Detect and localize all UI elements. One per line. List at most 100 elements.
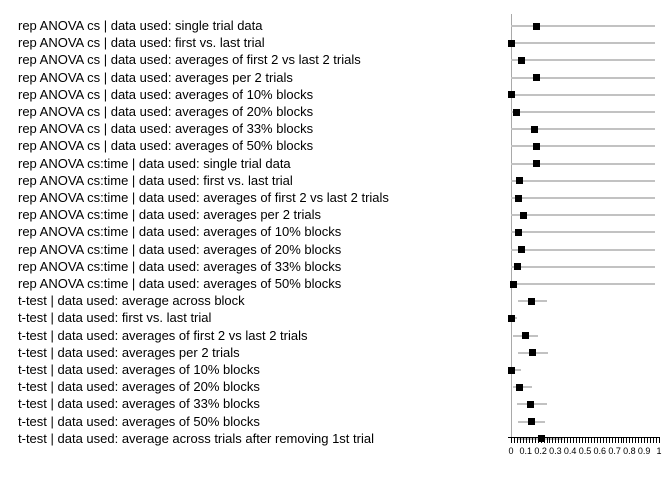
- x-axis-minor-tick: [555, 438, 557, 443]
- data-point-marker: [532, 160, 540, 168]
- range-line: [511, 214, 655, 217]
- row-label: rep ANOVA cs:time | data used: averages …: [18, 224, 342, 240]
- row-label: t-test | data used: averages of 10% bloc…: [18, 362, 260, 377]
- data-point-marker: [507, 314, 515, 322]
- data-point-marker: [532, 22, 540, 30]
- data-point-marker: [514, 228, 522, 236]
- row-label: rep ANOVA cs | data used: first vs. last…: [18, 35, 265, 51]
- x-axis-minor-tick: [635, 438, 637, 443]
- x-axis-minor-tick: [531, 438, 533, 443]
- y-axis-line: [511, 14, 512, 437]
- x-tick-label: 0: [508, 446, 514, 456]
- x-axis-minor-tick: [611, 438, 613, 443]
- x-tick-label: 1: [656, 446, 662, 456]
- range-line: [511, 162, 655, 165]
- row-label: rep ANOVA cs | data used: averages of 20…: [18, 104, 314, 119]
- row-label: rep ANOVA cs | data used: averages of 33…: [18, 121, 314, 137]
- data-point-marker: [507, 39, 515, 47]
- row-label: rep ANOVA cs:time | data used: averages …: [18, 241, 342, 257]
- x-axis-minor-tick: [579, 438, 581, 443]
- x-axis-minor-tick: [617, 438, 619, 443]
- x-axis-minor-tick: [534, 438, 536, 443]
- x-axis-minor-tick: [641, 438, 643, 443]
- row-label: rep ANOVA cs | data used: averages of fi…: [18, 52, 361, 68]
- range-line: [511, 59, 655, 62]
- x-axis-minor-tick: [650, 438, 652, 443]
- x-axis-minor-tick: [552, 438, 554, 443]
- x-axis-minor-tick: [587, 438, 589, 443]
- row-label: rep ANOVA cs | data used: averages of 50…: [18, 138, 314, 154]
- x-axis-minor-tick: [525, 438, 527, 443]
- x-axis-minor-tick: [602, 438, 604, 443]
- range-line: [511, 128, 655, 131]
- row-label: rep ANOVA cs:time | data used: single tr…: [18, 155, 291, 171]
- x-axis-minor-tick: [564, 438, 566, 443]
- x-axis-minor-tick: [573, 438, 575, 443]
- row-label: t-test | data used: averages of first 2 …: [18, 327, 308, 343]
- data-point-marker: [513, 108, 521, 116]
- x-axis-minor-tick: [576, 438, 578, 443]
- range-line: [511, 231, 655, 234]
- x-axis-minor-tick: [582, 438, 584, 443]
- range-line: [511, 145, 655, 148]
- data-point-marker: [516, 383, 524, 391]
- x-axis-minor-tick: [647, 438, 649, 443]
- data-point-marker: [507, 91, 515, 99]
- x-axis-minor-tick: [605, 438, 607, 443]
- x-tick-label: 0.4: [563, 446, 577, 456]
- x-tick-label: 0.8: [623, 446, 636, 456]
- range-line: [511, 25, 655, 27]
- row-label: rep ANOVA cs:time | data used: first vs.…: [18, 172, 293, 188]
- x-tick-label: 0.7: [608, 446, 621, 456]
- x-tick-label: 0.5: [578, 446, 592, 456]
- range-line: [511, 42, 655, 45]
- x-axis-minor-tick: [656, 438, 658, 443]
- range-line: [511, 283, 655, 285]
- x-axis-minor-tick: [519, 438, 521, 443]
- x-tick-label: 0.3: [549, 446, 562, 456]
- x-axis-minor-tick: [632, 438, 634, 443]
- row-label: t-test | data used: averages of 33% bloc…: [18, 396, 260, 412]
- x-axis-minor-tick: [522, 438, 524, 443]
- x-axis-minor-tick: [516, 438, 518, 443]
- x-axis-minor-tick: [629, 438, 631, 443]
- plot-area: 0 0.1 0.2 0.3 0.4 0.5 0.6 0.7 0.8 0.9 1: [507, 0, 662, 480]
- data-point-marker: [508, 366, 516, 374]
- x-axis-line: [508, 437, 660, 438]
- data-point-marker: [521, 332, 529, 340]
- x-axis-minor-tick: [558, 438, 560, 443]
- x-axis-minor-tick: [511, 438, 512, 443]
- x-axis-minor-tick: [570, 438, 572, 443]
- row-label: t-test | data used: average across trial…: [18, 430, 374, 446]
- x-axis-minor-tick: [653, 438, 655, 443]
- row-label: rep ANOVA cs:time | data used: averages …: [18, 190, 389, 205]
- x-axis-minor-tick: [528, 438, 530, 443]
- x-axis-minor-tick: [546, 438, 548, 443]
- x-axis-minor-tick: [626, 438, 628, 443]
- row-label: t-test | data used: averages of 50% bloc…: [18, 413, 260, 429]
- x-axis-minor-tick: [549, 438, 551, 443]
- x-axis-minor-tick: [567, 438, 569, 443]
- x-axis-minor-tick: [644, 438, 646, 443]
- data-point-marker: [527, 400, 535, 408]
- data-point-marker: [532, 74, 540, 82]
- data-point-marker: [520, 211, 528, 219]
- data-point-marker: [528, 349, 536, 357]
- data-point-marker: [528, 418, 536, 426]
- row-label: rep ANOVA cs:time | data used: averages …: [18, 258, 342, 274]
- range-line: [511, 265, 655, 268]
- row-label: rep ANOVA cs | data used: averages of 10…: [18, 86, 314, 102]
- x-tick-label: 0.9: [637, 446, 651, 456]
- x-axis-minor-tick: [561, 438, 563, 443]
- row-label: rep ANOVA cs:time | data used: averages …: [18, 276, 342, 291]
- range-line: [511, 76, 655, 79]
- x-axis-minor-tick: [513, 438, 515, 443]
- row-label: t-test | data used: first vs. last trial: [18, 310, 212, 326]
- x-axis-minor-tick: [659, 438, 660, 443]
- x-axis-minor-tick: [540, 438, 542, 443]
- data-point-marker: [514, 263, 522, 271]
- data-point-marker: [531, 125, 539, 133]
- x-axis-minor-tick: [590, 438, 592, 443]
- row-label: rep ANOVA cs | data used: single trial d…: [18, 18, 263, 33]
